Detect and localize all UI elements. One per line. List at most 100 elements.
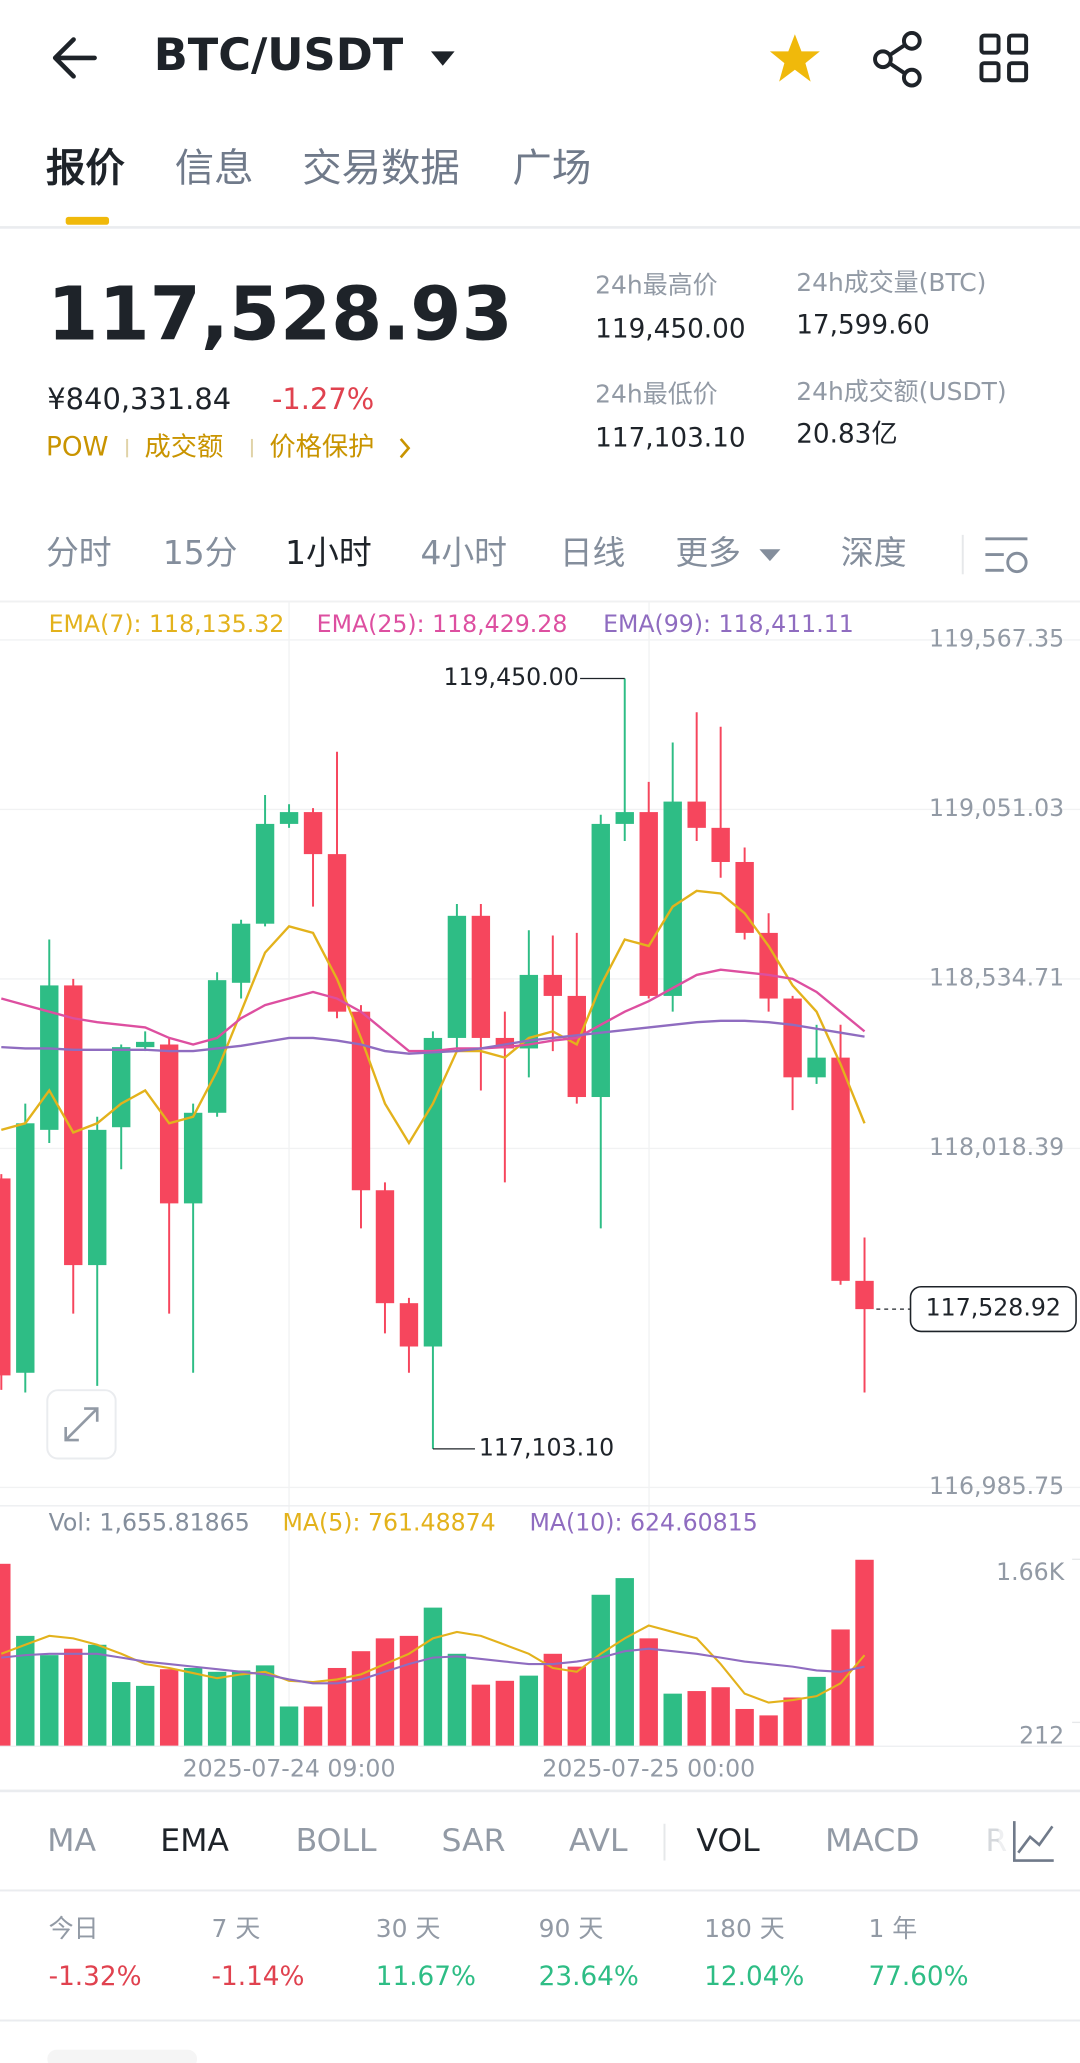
volume-bar — [591, 1594, 610, 1747]
tag[interactable]: 价格保护 — [269, 433, 374, 463]
volume-bar — [735, 1708, 754, 1747]
performance: 今日 -1.32% 7 天 -1.14% 30 天 11.67% 90 天 23.64% 180… — [49, 1914, 969, 1992]
volume-bar — [567, 1666, 586, 1747]
candle-body — [40, 985, 59, 1130]
last-price-label: 117,528.92 — [926, 1294, 1061, 1322]
ema-line — [1, 1019, 865, 1055]
volume-bar — [40, 1655, 59, 1747]
indicator-tab[interactable]: SAR — [441, 1823, 505, 1859]
candle-body — [471, 915, 491, 1038]
indicator-tab[interactable]: VOL — [696, 1823, 760, 1859]
dropdown-caret — [759, 549, 781, 562]
stat-value: 117,103.10 — [595, 423, 745, 453]
interval[interactable]: 4小时 — [420, 534, 507, 572]
candle-body — [423, 1037, 443, 1347]
tag-separator — [250, 438, 253, 458]
chart-settings[interactable] — [985, 537, 1028, 574]
interval[interactable]: 1小时 — [285, 534, 372, 572]
interval[interactable]: 15分 — [163, 534, 238, 572]
candle-body — [663, 801, 682, 996]
tab[interactable]: 交易数据 — [302, 145, 460, 191]
expand-button[interactable] — [46, 1389, 117, 1460]
period-change: -1.14% — [212, 1962, 305, 1992]
candle-body — [639, 812, 658, 996]
interval[interactable]: 分时 — [46, 534, 112, 572]
divider — [0, 2019, 1080, 2022]
interval[interactable]: 更多 — [675, 534, 741, 572]
volume-bar — [783, 1697, 802, 1747]
price-change: -1.27% — [272, 382, 374, 416]
volume-bar — [759, 1715, 778, 1747]
y-tick-label: 119,051.03 — [929, 794, 1064, 822]
period-change: 11.67% — [376, 1962, 476, 1992]
stat-value: 119,450.00 — [595, 314, 745, 344]
volume-bar — [327, 1667, 347, 1747]
last-price-box — [909, 1285, 1077, 1333]
ma-line — [0, 1624, 866, 1704]
favorite-star[interactable] — [769, 34, 820, 82]
chevron — [399, 438, 411, 459]
volume-bar — [231, 1670, 251, 1747]
indicator-settings[interactable] — [1012, 1821, 1054, 1862]
indicator-tab[interactable]: MA — [47, 1823, 96, 1859]
candle-body — [759, 932, 778, 999]
volume-bar — [471, 1684, 491, 1747]
divider — [0, 1789, 1080, 1793]
high-label: 119,450.00 — [443, 663, 578, 691]
volume-bar — [711, 1687, 730, 1747]
candle-body — [711, 827, 730, 862]
period-change: 77.60% — [868, 1962, 968, 1992]
pair-title[interactable]: BTC/USDT — [154, 29, 404, 81]
period-label: 1 年 — [868, 1914, 917, 1943]
stat-label: 24h最高价 — [595, 271, 717, 300]
menu-grid[interactable] — [979, 33, 1029, 83]
volume-bar — [375, 1638, 395, 1747]
candle-body — [567, 995, 586, 1098]
indicator-tab[interactable]: EMA — [160, 1823, 229, 1859]
legend-entry: EMA(99): 118,411.11 — [603, 610, 854, 638]
candle-body — [495, 1037, 515, 1049]
back-button[interactable] — [52, 37, 97, 79]
volume-bar — [279, 1706, 299, 1747]
candle-body — [807, 1057, 826, 1078]
stat-label: 24h成交额(USDT) — [796, 377, 1006, 406]
period-label: 7 天 — [212, 1914, 261, 1943]
volume-bar — [64, 1648, 83, 1747]
candle-body — [735, 861, 754, 933]
tab[interactable]: 报价 — [46, 145, 125, 191]
stat-label: 24h成交量(BTC) — [796, 268, 986, 297]
indicator-tab[interactable]: BOLL — [296, 1823, 377, 1859]
interval[interactable]: 深度 — [841, 534, 907, 572]
candle-body — [543, 974, 563, 996]
interval[interactable]: 日线 — [560, 534, 626, 572]
period-change: 12.04% — [704, 1962, 804, 1992]
tab-indicator — [65, 216, 110, 225]
period-change: 23.64% — [539, 1962, 639, 1992]
ma-line — [1, 1647, 865, 1685]
y-tick-label: 212 — [1019, 1721, 1064, 1749]
volume-bar — [615, 1578, 634, 1747]
volume-bar — [303, 1706, 323, 1747]
indicator-tab[interactable]: MACD — [825, 1823, 919, 1859]
tab[interactable]: 信息 — [175, 145, 254, 191]
candle-body — [399, 1303, 419, 1347]
pair-dropdown[interactable] — [430, 51, 455, 66]
low-label: 117,103.10 — [479, 1433, 614, 1461]
candle-body — [375, 1190, 395, 1304]
tag[interactable]: POW — [46, 433, 109, 463]
period-label: 今日 — [49, 1914, 99, 1943]
ema-line — [1, 889, 866, 1146]
ema-line — [1, 968, 866, 1053]
share-button[interactable] — [873, 30, 922, 88]
tab[interactable]: 广场 — [512, 145, 591, 191]
indicator-tab[interactable]: AVL — [569, 1823, 628, 1859]
candle-body — [183, 1112, 203, 1204]
divider — [0, 1889, 1080, 1892]
volume-bar — [519, 1675, 539, 1747]
period-label: 180 天 — [704, 1914, 785, 1943]
y-tick-label: 1.66K — [996, 1558, 1065, 1586]
candle-body — [207, 980, 227, 1113]
legend-entry: MA(10): 624.60815 — [529, 1509, 757, 1537]
tag[interactable]: 成交额 — [145, 433, 224, 463]
volume-bar — [16, 1635, 35, 1747]
